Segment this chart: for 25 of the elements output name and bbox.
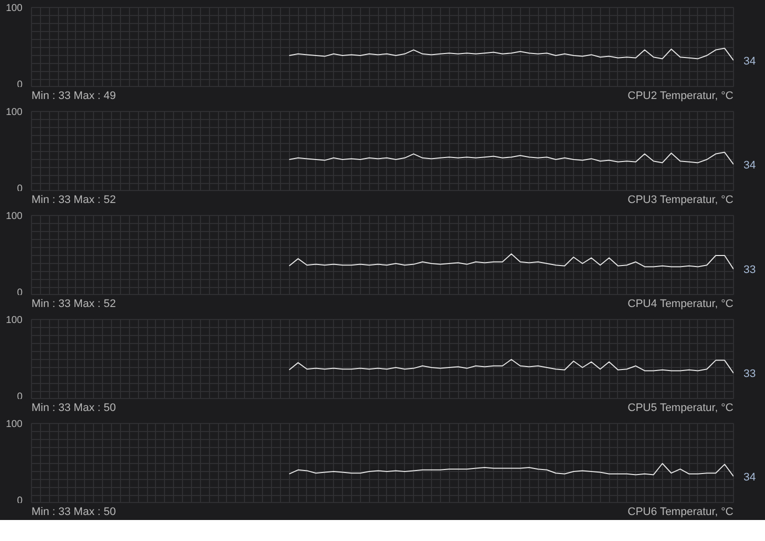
line-series [288,359,734,374]
text: Min : 33 Max : 50 [32,402,116,414]
y-tick-label: 100 [6,107,23,118]
y-tick-label: 100 [6,3,23,14]
line-series [288,48,734,61]
text: CPU5 Temperatur, °C [628,402,734,414]
data-label: 34 [744,471,756,484]
text: Min : 33 Max : 52 [32,298,116,310]
data-label: 34 [744,159,756,172]
line-series [288,152,734,165]
y-tick-label: 100 [6,419,23,430]
data-label: 34 [744,55,756,68]
text: CPU4 Temperatur, °C [628,298,734,310]
text: CPU6 Temperatur, °C [628,506,734,518]
text: Min : 33 Max : 49 [32,90,116,102]
text: Min : 33 Max : 52 [32,194,116,206]
line-series [288,463,734,477]
text: Min : 33 Max : 50 [32,506,116,518]
text: CPU2 Temperatur, °C [628,90,734,102]
y-tick-label: 100 [6,211,23,222]
y-tick-label: 100 [6,315,23,326]
line-series [288,253,734,270]
data-label: 33 [744,368,756,380]
text: CPU3 Temperatur, °C [628,194,734,206]
data-label: 33 [744,264,756,276]
